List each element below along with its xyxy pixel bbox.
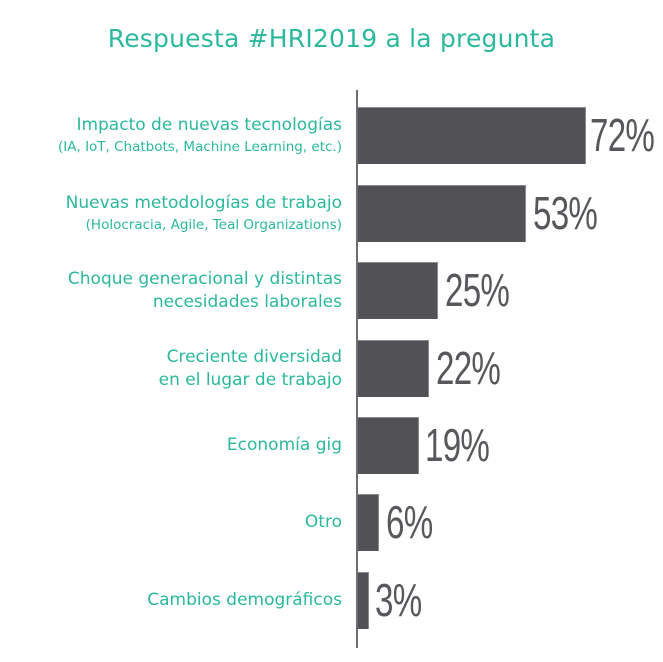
bar-row: Creciente diversidad en el lugar de trab…: [0, 340, 663, 397]
bar-row: Choque generacional y distintas necesida…: [0, 262, 663, 319]
category-label: Creciente diversidad en el lugar de trab…: [159, 340, 342, 397]
category-main: Impacto de nuevas tecnologías: [76, 115, 342, 135]
category-main: Choque generacional y distintas: [67, 268, 342, 289]
value-label: 53%: [533, 187, 598, 239]
category-label: Otro: [305, 494, 342, 551]
category-label: Cambios demográficos: [147, 572, 342, 629]
value-label: 19%: [425, 419, 490, 471]
bar-row: Cambios demográficos 3%: [0, 572, 663, 629]
category-label: Nuevas metodologías de trabajo (Holocrac…: [66, 185, 342, 242]
category-main-line2: en el lugar de trabajo: [158, 369, 342, 390]
bar: [358, 572, 369, 629]
category-sub: (Holocracia, Agile, Teal Organizations): [85, 217, 342, 233]
category-main-line2: necesidades laborales: [152, 291, 342, 312]
category-main: Otro: [304, 512, 342, 532]
bar: [358, 107, 586, 164]
bar-row: Impacto de nuevas tecnologías (IA, IoT, …: [0, 107, 663, 164]
chart-title: Respuesta #HRI2019 a la pregunta: [107, 24, 556, 53]
value-label: 72%: [590, 109, 655, 161]
category-label: Impacto de nuevas tecnologías (IA, IoT, …: [58, 107, 342, 164]
category-sub: (IA, IoT, Chatbots, Machine Learning, et…: [58, 139, 342, 155]
value-label: 3%: [375, 574, 422, 626]
category-main: Creciente diversidad: [166, 346, 342, 367]
bar-row: Otro 6%: [0, 494, 663, 551]
value-label: 25%: [445, 264, 510, 316]
category-main: Nuevas metodologías de trabajo: [65, 193, 342, 213]
bar-row: Economía gig 19%: [0, 417, 663, 474]
bar: [358, 494, 379, 551]
category-label: Choque generacional y distintas necesida…: [68, 262, 342, 319]
bar: [358, 417, 419, 474]
value-label: 6%: [386, 496, 433, 548]
bar: [358, 340, 429, 397]
y-axis-line: [356, 90, 358, 648]
value-label: 22%: [436, 342, 501, 394]
category-label: Economía gig: [227, 417, 342, 474]
category-main: Economía gig: [226, 435, 342, 455]
category-main: Cambios demográficos: [147, 590, 342, 610]
bar: [358, 185, 526, 242]
bar: [358, 262, 438, 319]
bar-row: Nuevas metodologías de trabajo (Holocrac…: [0, 185, 663, 242]
